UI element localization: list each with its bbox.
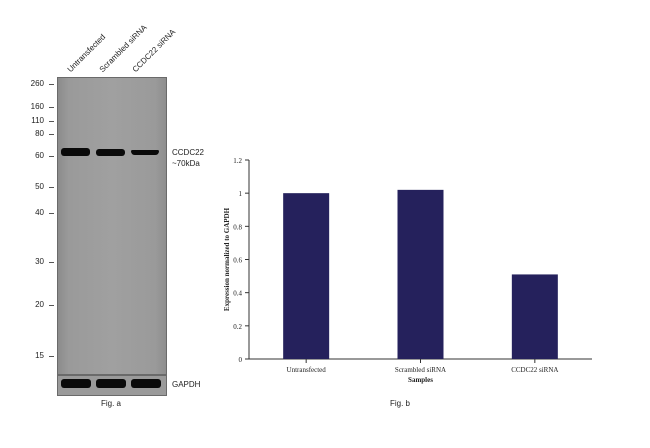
x-axis-label: Samples [408, 376, 433, 384]
y-tick-label: 0.2 [233, 323, 242, 331]
target-label: CCDC22 [172, 148, 205, 157]
mw-tick [49, 187, 54, 188]
mw-marker: 80 [35, 129, 44, 138]
bar [283, 193, 330, 359]
mw-tick [49, 305, 54, 306]
y-tick-label: 0.4 [233, 290, 242, 298]
y-tick-label: 1 [239, 190, 243, 198]
mw-marker: 40 [35, 208, 44, 217]
gapdh-band-untransfected [61, 379, 91, 388]
x-tick-label: CCDC22 siRNA [511, 366, 558, 374]
mw-marker: 260 [30, 79, 44, 88]
band-scrambled [96, 149, 125, 156]
mw-tick [49, 107, 54, 108]
mw-tick [49, 156, 54, 157]
y-axis-label: Expression normalized to GAPDH [223, 207, 231, 311]
loading-control-label: GAPDH [172, 380, 201, 389]
y-tick-label: 0.8 [233, 223, 242, 231]
mw-marker: 110 [31, 116, 44, 125]
mw-tick [49, 213, 54, 214]
mw-tick [49, 356, 54, 357]
blot-membrane [57, 77, 167, 375]
fig-a-caption: Fig. a [101, 399, 122, 408]
mw-tick [49, 84, 54, 85]
mw-tick [49, 134, 54, 135]
mw-marker: 30 [35, 257, 44, 266]
mw-tick [49, 262, 54, 263]
gapdh-band-ccdc22-sirna [131, 379, 161, 388]
y-tick-label: 0.6 [233, 257, 242, 265]
y-tick-label: 1.2 [233, 157, 242, 165]
mw-marker: 50 [35, 182, 44, 191]
mw-tick [49, 121, 54, 122]
band-untransfected [61, 148, 90, 156]
y-tick-label: 0 [239, 356, 243, 364]
target-size-label: ~70kDa [172, 159, 200, 168]
bar [397, 189, 444, 359]
mw-marker: 20 [35, 300, 44, 309]
band-ccdc22-sirna [131, 150, 159, 155]
mw-marker: 160 [30, 102, 44, 111]
mw-marker: 60 [35, 151, 44, 160]
x-tick-label: Untransfected [287, 366, 327, 374]
bar [511, 274, 558, 359]
fig-b-caption: Fig. b [390, 399, 411, 408]
mw-marker: 15 [35, 351, 44, 360]
gapdh-band-scrambled [96, 379, 126, 388]
x-tick-label: Scrambled siRNA [395, 366, 446, 374]
